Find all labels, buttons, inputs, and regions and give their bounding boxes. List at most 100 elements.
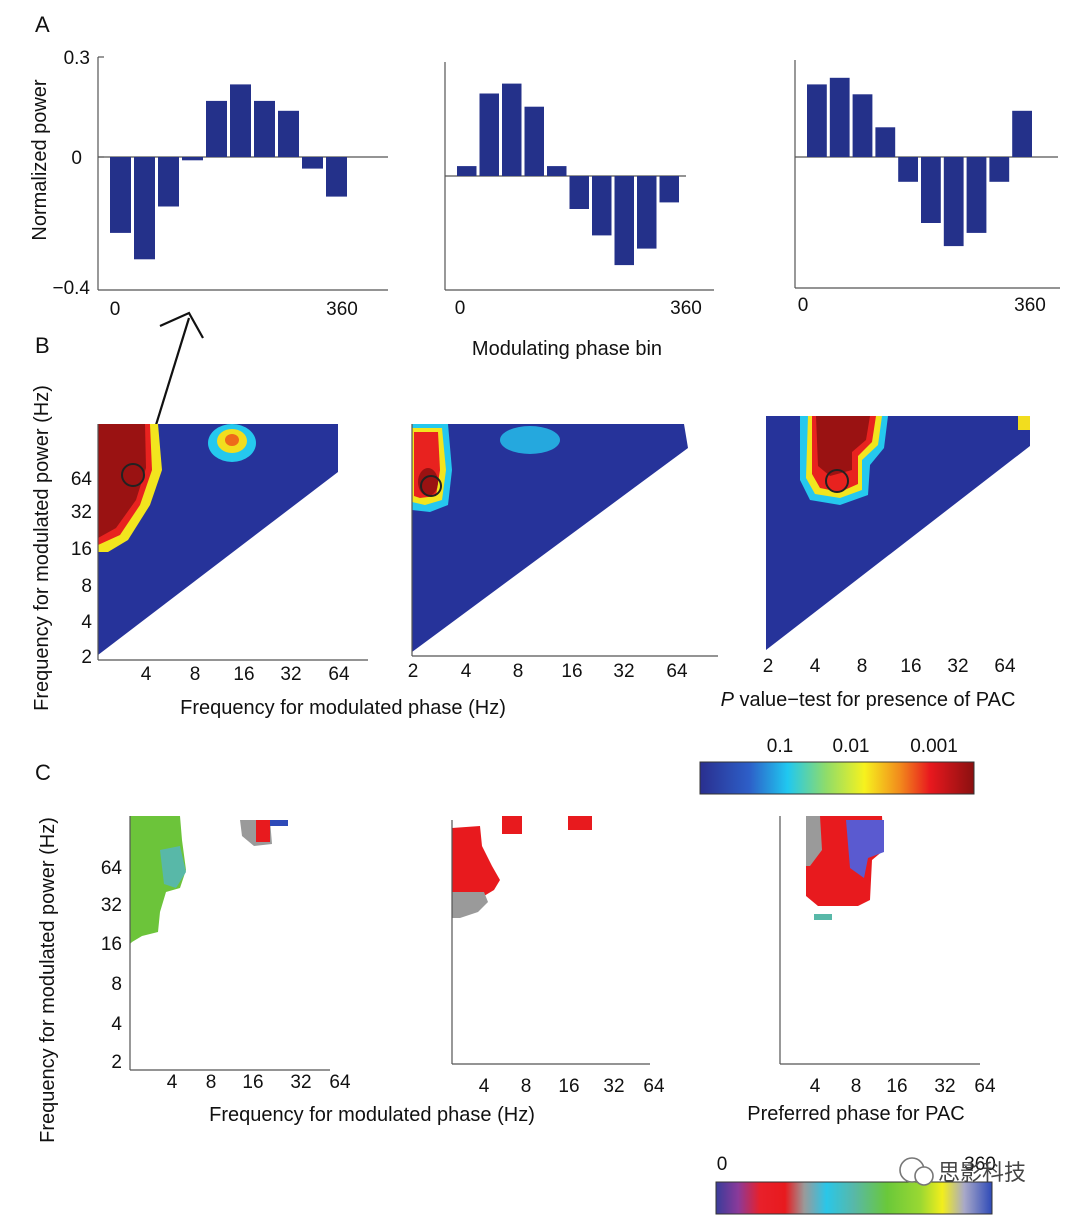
bar-chart-3-xtick-360: 360: [1014, 295, 1046, 316]
bar-chart-1-bar-8: [278, 110, 299, 157]
arrow-head: [159, 311, 204, 339]
phase-map-3-xtick-64: 64: [974, 1076, 996, 1097]
bar-chart-1-bars: [98, 84, 388, 260]
panel-letter-b: B: [35, 333, 50, 358]
heatmap-1-xtick-64: 64: [328, 664, 350, 685]
bar-chart-2: [444, 62, 714, 291]
heatmap-3-xtick-8: 8: [857, 656, 868, 677]
phase-map-1-region-teal: [160, 846, 186, 888]
heatmap-3-xtick-16: 16: [900, 656, 921, 677]
heatmap-2-xtick-4: 4: [461, 661, 472, 682]
phase-colorbar-tick-0: 0: [717, 1154, 728, 1175]
heatmap-2-xtick-16: 16: [561, 661, 582, 682]
bar-chart-2-bar-6: [569, 176, 589, 209]
phase-map-1-xtick-16: 16: [242, 1072, 263, 1093]
heatmap-3-xtick-4: 4: [810, 656, 821, 677]
bar-chart-2-xtick-0: 0: [455, 298, 466, 319]
phase-colorbar-title: Preferred phase for PAC: [747, 1103, 965, 1125]
phase-map-1-small-region-blue: [270, 820, 288, 826]
pac-heatmap-3: [766, 416, 1030, 650]
bar-chart-1-bar-6: [230, 84, 251, 157]
bar-chart-1-bar-7: [254, 100, 275, 157]
pvalue-title-italic: P: [721, 689, 735, 711]
heatmap-2-xtick-2: 2: [408, 661, 419, 682]
heatmap-3-xtick-64: 64: [994, 656, 1016, 677]
panel-a-ytick-zero: 0: [71, 148, 82, 169]
phase-map-3-region-blue: [846, 820, 884, 878]
panel-b-ytick-4: 4: [81, 612, 92, 633]
phase-colorbar-tick-360: 360: [964, 1154, 996, 1175]
bar-chart-3-bar-3: [852, 94, 873, 157]
phase-map-2-region-grey: [452, 892, 488, 918]
phase-map-3-xtick-4: 4: [810, 1076, 821, 1097]
heatmap-1-xtick-16: 16: [233, 664, 254, 685]
bar-chart-3-bar-7: [943, 157, 964, 247]
panel-b-ytick-8: 8: [81, 576, 92, 597]
bar-chart-1-xtick-360: 360: [326, 299, 358, 320]
pac-heatmap-1: [97, 424, 368, 661]
heatmap-3-corner-spot: [1018, 416, 1030, 430]
phase-map-2-xtick-32: 32: [603, 1076, 624, 1097]
bar-chart-1-bar-1: [110, 157, 131, 233]
heatmap-1-secondary-core: [225, 434, 239, 446]
heatmap-1-background: [98, 424, 338, 655]
panel-a-xlabel: Modulating phase bin: [472, 338, 662, 360]
bar-chart-3-bar-1: [807, 84, 827, 157]
phase-map-3-xtick-32: 32: [934, 1076, 955, 1097]
bar-chart-3-bar-5: [898, 157, 918, 182]
wechat-icon-bubble: [914, 1166, 934, 1186]
heatmap-3-xtick-2: 2: [763, 656, 774, 677]
panel-a-ylabel-group: Normalized power: [29, 79, 51, 241]
phase-map-3: [779, 816, 980, 1065]
panel-a-ytick-bottom: −0.4: [52, 278, 90, 299]
heatmap-1-xtick-32: 32: [280, 664, 301, 685]
heatmap-2-xtick-8: 8: [513, 661, 524, 682]
panel-b-ytick-64: 64: [71, 469, 93, 490]
heatmap-3-xtick-32: 32: [947, 656, 968, 677]
panel-b-ylabel: Frequency for modulated power (Hz): [31, 385, 53, 711]
panel-b-ytick-16: 16: [71, 539, 92, 560]
bar-chart-3-bar-4: [875, 127, 896, 157]
panel-b-ytick-32: 32: [71, 502, 92, 523]
watermark: 思影科技: [899, 1157, 1026, 1186]
panel-c-ytick-32: 32: [101, 895, 122, 916]
phase-map-3-xtick-16: 16: [886, 1076, 907, 1097]
bar-chart-1-bar-5: [206, 100, 227, 157]
phase-map-2-spot-2: [568, 816, 592, 830]
phase-map-1-xtick-32: 32: [290, 1072, 311, 1093]
heatmap-1-xtick-8: 8: [190, 664, 201, 685]
bar-chart-2-bar-4: [524, 106, 544, 176]
phase-map-1-xtick-8: 8: [206, 1072, 217, 1093]
heatmap-2-background: [412, 424, 688, 652]
phase-map-2-xtick-16: 16: [558, 1076, 579, 1097]
phase-map-1-xtick-4: 4: [167, 1072, 178, 1093]
heatmap-2-xtick-32: 32: [613, 661, 634, 682]
bar-chart-2-bars: [445, 83, 686, 266]
bar-chart-3-xtick-0: 0: [798, 295, 809, 316]
heatmap-3-hotspot-core: [816, 416, 870, 476]
heatmap-2-secondary: [500, 426, 560, 454]
bar-chart-1-bar-2: [134, 157, 155, 260]
panel-a-ylabel: Normalized power: [29, 79, 51, 241]
panel-a-ytick-top: 0.3: [64, 48, 90, 69]
bar-chart-1-bar-10: [326, 157, 347, 197]
panel-c-ytick-8: 8: [111, 974, 122, 995]
heatmap-2-xtick-64: 64: [666, 661, 688, 682]
bar-chart-2-bar-2: [479, 93, 499, 176]
phase-map-2-xtick-64: 64: [643, 1076, 665, 1097]
phase-colorbar: [715, 1181, 993, 1215]
pvalue-colorbar-tick-0.1: 0.1: [767, 736, 793, 757]
bar-chart-1: [97, 56, 388, 291]
pac-heatmap-2: [411, 424, 718, 657]
pvalue-colorbar-title: P value−test for presence of PAC: [721, 689, 1016, 711]
heatmap-2-hotspot-core: [418, 468, 438, 496]
heatmap-3-marker-circle: [825, 469, 849, 493]
phase-map-3-small-spot: [814, 914, 832, 920]
heatmap-1-xtick-4: 4: [141, 664, 152, 685]
panel-b-xlabel: Frequency for modulated phase (Hz): [180, 697, 506, 719]
bar-chart-2-bar-9: [637, 176, 657, 249]
phase-map-2-region-red: [452, 826, 500, 908]
bar-chart-3-bar-2: [829, 77, 850, 157]
bar-chart-2-bar-8: [614, 176, 634, 266]
